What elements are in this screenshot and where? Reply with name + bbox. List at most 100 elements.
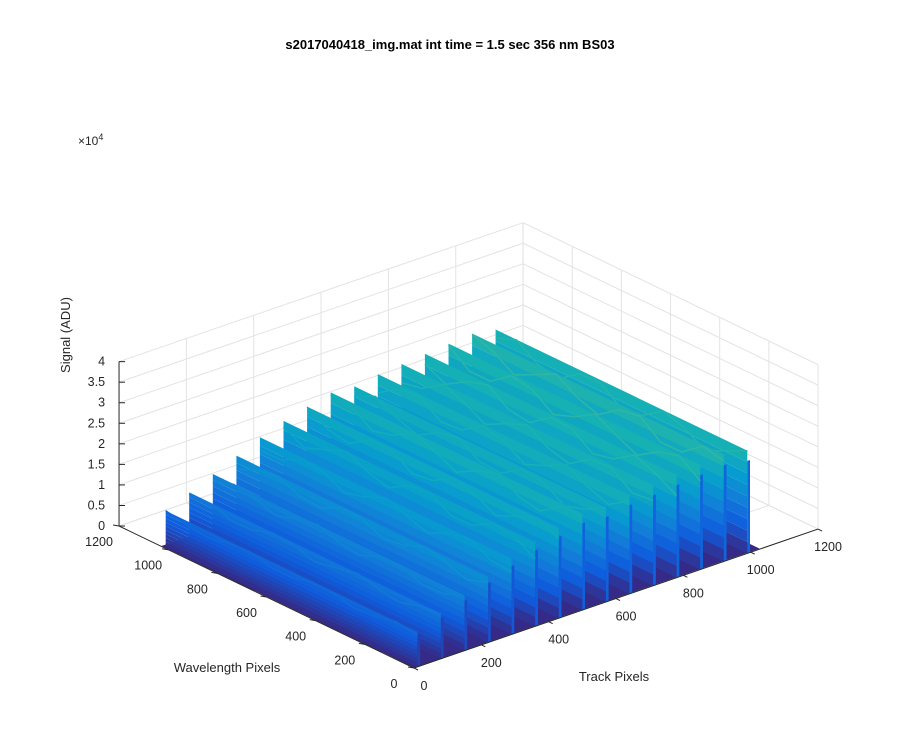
track-face: [472, 345, 724, 479]
track-ridge: [447, 344, 701, 482]
track-face: [354, 386, 606, 518]
y-tick: [309, 619, 316, 622]
track-face: [401, 363, 654, 497]
track-face: [259, 437, 512, 567]
track-ridge: [165, 510, 418, 637]
x-tick: [615, 598, 621, 601]
track-face: [189, 512, 441, 639]
z-tick-label: 2.5: [88, 416, 105, 430]
track-ridge: [471, 333, 725, 462]
track-face: [330, 392, 583, 525]
axes: [112, 361, 823, 671]
track-face: [236, 470, 489, 599]
track-ridge: [424, 363, 678, 497]
track-face: [189, 492, 441, 619]
y-tick-label: 400: [285, 630, 306, 644]
z-exponent-base: ×10: [78, 134, 99, 148]
x-tick: [481, 644, 486, 648]
track-face: [189, 507, 441, 634]
x-tick-label: 800: [683, 586, 704, 600]
track-end: [417, 634, 421, 667]
track-face: [212, 498, 465, 626]
track-ridge: [330, 393, 583, 518]
y-tick: [112, 524, 120, 527]
track-face: [377, 374, 630, 507]
track-face: [283, 430, 536, 561]
track-ridge: [259, 449, 512, 573]
track-end: [676, 484, 680, 578]
grid-line: [118, 263, 524, 404]
track-face: [283, 439, 536, 571]
grid-line: [522, 222, 819, 366]
y-tick-label: 0: [391, 677, 398, 691]
track-face: [424, 365, 677, 498]
track-end: [558, 535, 562, 619]
x-tick-label: 400: [548, 633, 569, 647]
track-ridge: [401, 381, 654, 502]
chart-title: s2017040418_img.mat int time = 1.5 sec 3…: [285, 37, 614, 52]
x-tick: [548, 621, 553, 625]
track-face: [236, 477, 489, 606]
z-tick-label: 4: [98, 355, 105, 369]
z-tick-label: 0.5: [88, 498, 105, 512]
track-end: [700, 474, 703, 570]
grid-line: [522, 242, 819, 386]
track-ridge: [282, 426, 536, 560]
x-tick: [817, 528, 823, 532]
y-tick: [407, 666, 415, 669]
track-face: [307, 406, 559, 538]
track-end: [511, 565, 515, 635]
track-end: [582, 522, 585, 611]
track-face: [165, 522, 418, 648]
y-tick: [260, 595, 267, 598]
track-ridge: [377, 387, 630, 506]
grid-line: [522, 283, 819, 427]
track-face: [212, 474, 465, 602]
track-end: [723, 464, 727, 562]
track-face: [165, 530, 418, 656]
z-exponent-power: 4: [98, 132, 103, 142]
track-face: [330, 403, 583, 535]
y-tick-label: 1200: [85, 535, 113, 549]
track-end: [440, 617, 444, 659]
track-ridge: [306, 406, 560, 540]
grid-line: [118, 242, 524, 383]
track-face: [259, 445, 512, 576]
grid-line: [118, 222, 524, 363]
z-tick-label: 2: [98, 437, 105, 451]
track-end: [464, 599, 468, 651]
track-face: [189, 517, 441, 644]
grid-line: [118, 283, 524, 424]
track-ridge: [212, 481, 465, 597]
track-face: [165, 526, 418, 652]
x-tick: [413, 667, 419, 671]
z-tick-label: 1: [98, 478, 105, 492]
track-ridge: [188, 493, 442, 615]
y-tick: [162, 548, 169, 551]
z-axis-label: Signal (ADU): [58, 297, 73, 373]
z-tick-label: 3.5: [88, 375, 105, 389]
grid-line: [522, 304, 819, 448]
x-tick-label: 200: [481, 656, 502, 670]
surface: [161, 329, 760, 668]
track-face: [165, 534, 418, 660]
grid-line: [522, 263, 819, 407]
track-face: [424, 353, 677, 487]
track-face: [189, 502, 441, 629]
y-tick-label: 1000: [134, 559, 162, 573]
grid-line: [118, 304, 524, 445]
y-tick-label: 600: [236, 606, 257, 620]
x-axis-label: Track Pixels: [579, 669, 650, 684]
track-face: [212, 492, 465, 620]
y-tick-label: 200: [334, 653, 355, 667]
track-face: [165, 541, 418, 667]
y-axis-label: Wavelength Pixels: [174, 660, 281, 675]
track-end: [488, 582, 491, 643]
track-face: [377, 385, 630, 518]
track-end: [629, 504, 633, 594]
track-face: [472, 333, 724, 467]
track-face: [448, 343, 701, 477]
y-tick: [358, 642, 365, 645]
track-face: [212, 486, 465, 614]
